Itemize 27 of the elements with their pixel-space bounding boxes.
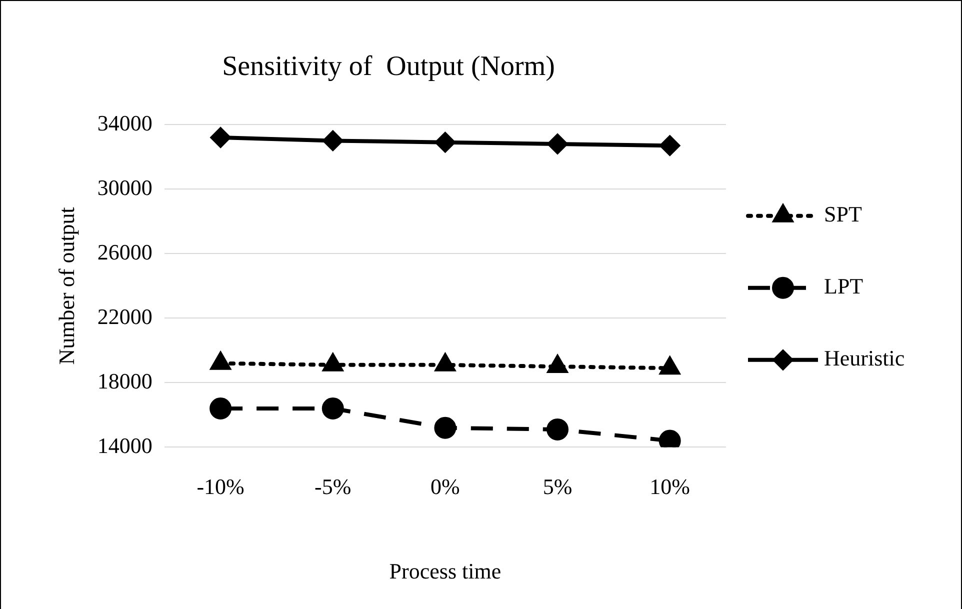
point (660, 136, 680, 156)
x-tick-label: 5% (542, 474, 572, 500)
y-tick-label: 26000 (97, 239, 152, 264)
point (660, 357, 680, 375)
x-axis-title: Process time (389, 558, 502, 584)
chart-title: Sensitivity of Output (Norm) (222, 51, 555, 82)
y-tick-label: 22000 (97, 304, 152, 329)
y-axis-title: Number of output (54, 207, 79, 365)
x-tick-label: 10% (650, 474, 690, 500)
point (548, 134, 568, 154)
point (323, 354, 343, 372)
point (210, 352, 230, 370)
legend-label: LPT (824, 274, 864, 299)
x-tick-label: 0% (430, 474, 460, 500)
y-tick-label: 30000 (97, 174, 152, 200)
x-tick-label: -5% (314, 474, 352, 500)
legend-label: SPT (824, 202, 862, 227)
point (322, 130, 343, 151)
point (435, 132, 456, 152)
y-tick-label: 34000 (97, 110, 152, 136)
point (548, 356, 568, 374)
x-tick-label: -10% (196, 474, 244, 500)
point (210, 128, 231, 148)
point (435, 354, 455, 372)
legend-label: Heuristic (824, 346, 905, 371)
y-tick-label: 14000 (97, 432, 152, 458)
y-tick-label: 18000 (97, 368, 152, 394)
